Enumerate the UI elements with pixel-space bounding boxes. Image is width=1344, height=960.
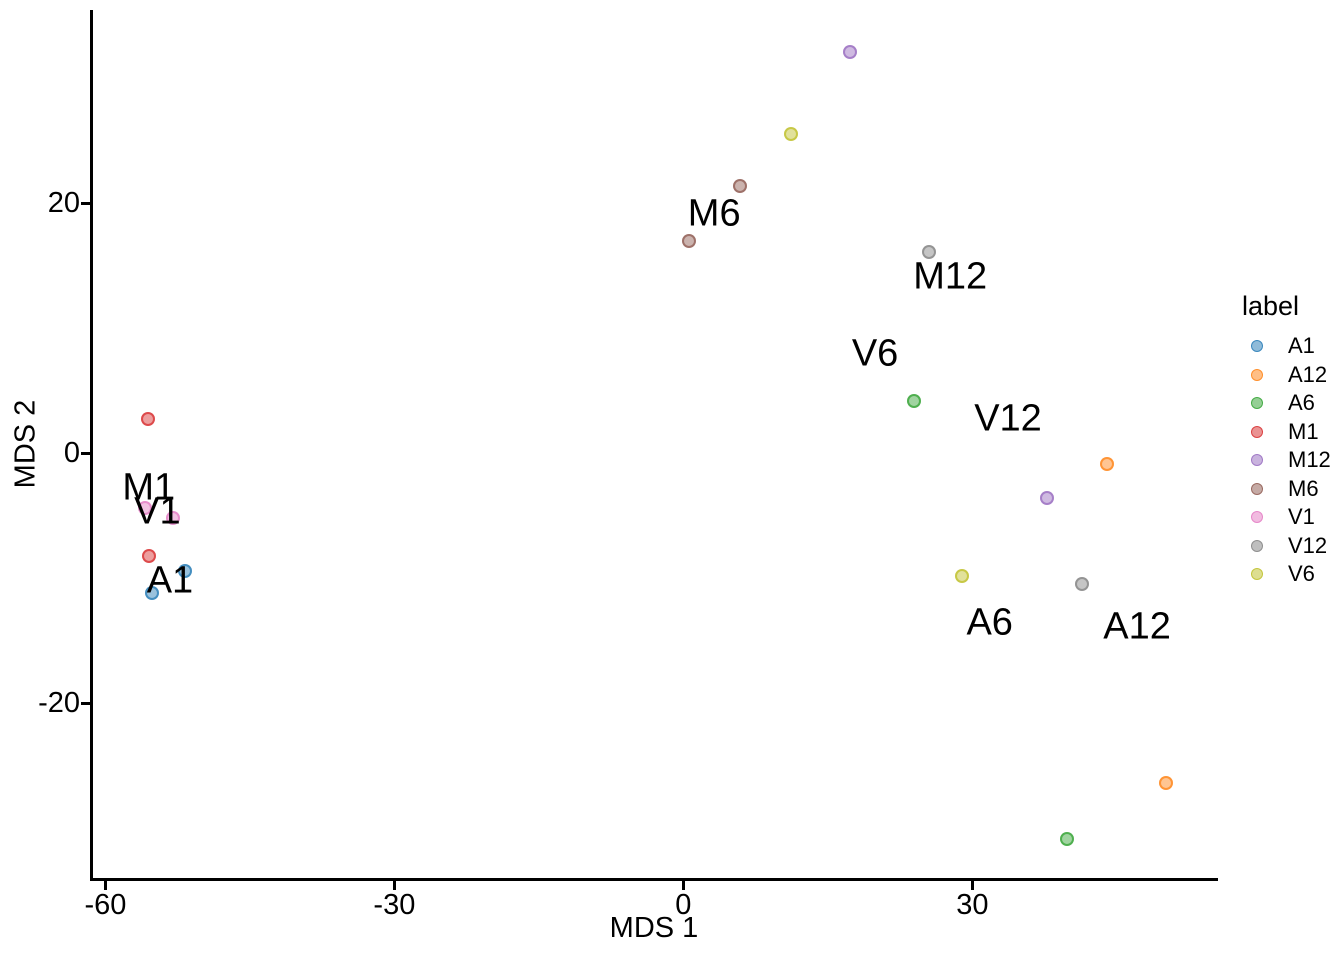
legend-item-label: V6 bbox=[1288, 561, 1315, 587]
data-point-A6 bbox=[1059, 832, 1074, 847]
point-label-M12: M12 bbox=[913, 255, 988, 298]
legend-items: A1 A12 A6 M1 M12 M6 V1 V12 V6 bbox=[1240, 332, 1344, 589]
legend-marker-A1 bbox=[1251, 340, 1263, 353]
data-point-V1 bbox=[137, 501, 152, 515]
x-axis-title: MDS 1 bbox=[609, 912, 699, 944]
x-tick-label: 30 bbox=[956, 889, 989, 921]
point-label-A1: A1 bbox=[146, 559, 194, 601]
data-point-V6 bbox=[954, 568, 969, 583]
y-tick-mark bbox=[81, 451, 90, 455]
legend: label A1 A12 A6 M1 M12 M6 V1 V12 V6 bbox=[1240, 291, 1344, 589]
point-label-V1: V1 bbox=[134, 490, 181, 533]
legend-item-V12: V12 bbox=[1240, 532, 1344, 561]
y-tick-label: 20 bbox=[47, 187, 80, 219]
legend-item-label: M6 bbox=[1288, 475, 1319, 501]
legend-item-label: A1 bbox=[1288, 333, 1315, 359]
x-tick-mark bbox=[392, 881, 396, 890]
legend-item-label: A6 bbox=[1288, 390, 1315, 416]
legend-marker-M6 bbox=[1251, 482, 1263, 495]
y-axis-spine bbox=[90, 10, 93, 881]
legend-marker-V12 bbox=[1251, 539, 1263, 552]
point-label-A6: A6 bbox=[966, 601, 1013, 644]
data-point-M1 bbox=[140, 412, 155, 427]
legend-item-label: M12 bbox=[1288, 447, 1331, 473]
legend-marker-M12 bbox=[1251, 454, 1263, 467]
legend-title: label bbox=[1242, 291, 1300, 321]
point-label-M6: M6 bbox=[687, 192, 741, 235]
data-point-M1 bbox=[141, 548, 156, 563]
data-point-M6 bbox=[682, 233, 697, 248]
legend-item-label: V12 bbox=[1288, 532, 1328, 558]
legend-item-V1: V1 bbox=[1240, 503, 1344, 532]
y-tick-label: 0 bbox=[63, 437, 80, 469]
data-point-M12 bbox=[843, 44, 858, 59]
point-label-V12: V12 bbox=[974, 397, 1042, 440]
legend-item-M6: M6 bbox=[1240, 475, 1344, 504]
legend-marker-M1 bbox=[1251, 425, 1263, 438]
data-point-V6 bbox=[784, 127, 799, 142]
x-tick-mark bbox=[970, 881, 974, 890]
legend-item-label: M1 bbox=[1288, 418, 1319, 444]
data-point-A12 bbox=[1158, 776, 1173, 790]
legend-item-A1: A1 bbox=[1240, 332, 1344, 361]
x-axis-spine bbox=[90, 878, 1218, 881]
legend-item-A6: A6 bbox=[1240, 389, 1344, 418]
point-label-A12: A12 bbox=[1103, 605, 1171, 648]
legend-marker-V6 bbox=[1251, 568, 1263, 581]
data-point-A1 bbox=[178, 563, 193, 578]
x-tick-label: 0 bbox=[675, 889, 692, 921]
x-tick-label: -60 bbox=[84, 889, 127, 921]
data-point-V1 bbox=[165, 511, 180, 525]
x-tick-mark bbox=[103, 881, 107, 890]
y-tick-label: -20 bbox=[38, 687, 80, 719]
data-point-M12 bbox=[1040, 491, 1055, 505]
data-point-V12 bbox=[922, 244, 937, 259]
legend-item-label: A12 bbox=[1288, 361, 1328, 387]
x-tick-mark bbox=[681, 881, 685, 890]
y-axis-title: MDS 2 bbox=[9, 399, 42, 489]
legend-marker-A12 bbox=[1251, 368, 1263, 381]
x-tick-label: -30 bbox=[373, 889, 416, 921]
legend-item-A12: A12 bbox=[1240, 361, 1344, 390]
legend-item-label: V1 bbox=[1288, 504, 1315, 530]
data-point-A1 bbox=[144, 586, 159, 600]
data-point-A12 bbox=[1100, 457, 1115, 472]
point-label-M1: M1 bbox=[122, 466, 176, 509]
legend-item-M12: M12 bbox=[1240, 446, 1344, 475]
legend-marker-A6 bbox=[1251, 397, 1263, 410]
legend-marker-V1 bbox=[1251, 511, 1263, 524]
y-tick-mark bbox=[81, 701, 90, 705]
legend-item-V6: V6 bbox=[1240, 560, 1344, 589]
data-point-V12 bbox=[1075, 577, 1090, 592]
y-tick-mark bbox=[81, 201, 90, 205]
legend-item-M1: M1 bbox=[1240, 418, 1344, 447]
data-point-M6 bbox=[733, 178, 748, 193]
data-point-A6 bbox=[906, 393, 921, 408]
point-label-V6: V6 bbox=[851, 332, 899, 375]
